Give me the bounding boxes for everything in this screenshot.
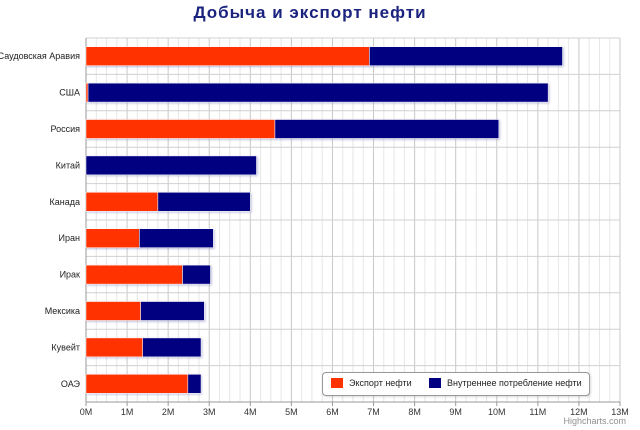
- legend: Экспорт нефти Внутреннее потребление неф…: [322, 372, 590, 396]
- x-tick-label: 10M: [488, 407, 506, 417]
- bar-domestic: [87, 82, 549, 103]
- bar-domestic: [187, 374, 202, 394]
- category-label: Саудовская Аравия: [0, 51, 80, 61]
- bar-domestic: [140, 301, 205, 321]
- category-label: Россия: [50, 124, 80, 134]
- x-tick-label: 8M: [408, 407, 421, 417]
- legend-item-domestic[interactable]: Внутреннее потребление нефти: [429, 378, 582, 388]
- category-label: США: [59, 88, 80, 98]
- bar-export: [85, 119, 276, 139]
- legend-label-export: Экспорт нефти: [349, 378, 412, 388]
- bars: [85, 46, 563, 394]
- bar-domestic: [369, 46, 563, 66]
- x-tick-label: 0M: [80, 407, 93, 417]
- category-label: Китай: [56, 160, 80, 170]
- category-label: Ирак: [60, 270, 80, 280]
- bar-domestic: [142, 337, 202, 358]
- bar-export: [85, 264, 183, 285]
- chart-title: Добыча и экспорт нефти: [193, 3, 427, 22]
- bar-domestic: [157, 192, 251, 212]
- category-label: Иран: [59, 233, 80, 243]
- x-tick-label: 13M: [611, 407, 629, 417]
- x-tick-label: 7M: [367, 407, 380, 417]
- bar-export: [85, 46, 370, 66]
- x-tick-label: 4M: [244, 407, 257, 417]
- labels: 0M 1M 2M 3M 4M 5M 6M 7M 8M 9M 10M 11M 12M 13M Саудовск…: [0, 51, 629, 417]
- bar-export: [85, 228, 140, 248]
- category-label: Канада: [50, 197, 80, 207]
- legend-swatch-domestic: [429, 378, 441, 388]
- bar-domestic: [85, 155, 257, 176]
- category-label: ОАЭ: [61, 379, 81, 389]
- x-tick-label: 6M: [326, 407, 339, 417]
- category-label: Кувейт: [51, 342, 80, 352]
- category-label: Мексика: [45, 306, 80, 316]
- credits-link[interactable]: Highcharts.com: [563, 416, 626, 426]
- x-tick-label: 3M: [203, 407, 216, 417]
- x-tick-label: 12M: [570, 407, 588, 417]
- x-tick-label: 1M: [121, 407, 134, 417]
- legend-swatch-export: [331, 378, 343, 388]
- x-tick-label: 2M: [162, 407, 175, 417]
- legend-item-export[interactable]: Экспорт нефти: [331, 378, 412, 388]
- bar-export: [85, 301, 141, 321]
- bar-export: [85, 82, 89, 103]
- bar-export: [85, 374, 189, 394]
- x-tick-label: 9M: [449, 407, 462, 417]
- x-tick-label: 5M: [285, 407, 298, 417]
- bar-domestic: [274, 119, 500, 139]
- x-tick-label: 11M: [529, 407, 546, 417]
- legend-label-domestic: Внутреннее потребление нефти: [447, 378, 582, 388]
- bar-domestic: [182, 264, 211, 285]
- bar-domestic: [139, 228, 214, 248]
- bar-export: [85, 192, 159, 212]
- bar-export: [85, 337, 143, 358]
